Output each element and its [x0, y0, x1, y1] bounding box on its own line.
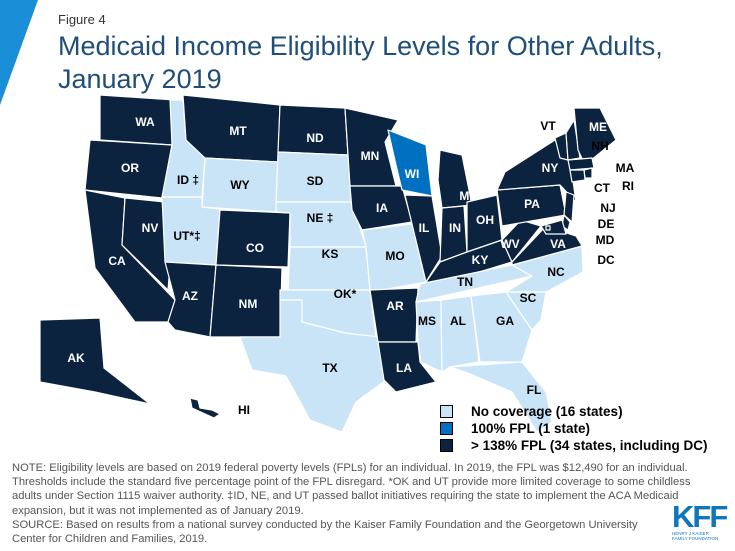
state-wi [387, 129, 433, 197]
state-label-pa: PA [524, 197, 540, 211]
state-label-ak: AK [67, 351, 85, 365]
state-label-nd: ND [306, 131, 324, 145]
legend-label: 100% FPL (1 state) [471, 421, 591, 436]
state-label-nm: NM [239, 297, 258, 311]
state-label-va: VA [550, 237, 566, 251]
state-label-ga: GA [496, 314, 514, 328]
state-label-wa: WA [135, 115, 155, 129]
state-label-wy: WY [230, 178, 249, 192]
state-label-mt: MT [229, 124, 247, 138]
state-label-ok: OK* [334, 287, 357, 301]
state-ar [369, 287, 419, 343]
state-label-vt: VT [540, 119, 556, 133]
figure-label: Figure 4 [58, 12, 106, 27]
state-nj [563, 191, 575, 223]
state-label-sc: SC [520, 291, 537, 305]
state-ct [569, 169, 586, 183]
state-nd [277, 104, 349, 156]
source-text: SOURCE: Based on results from a national… [12, 518, 638, 546]
state-label-md: MD [596, 233, 615, 247]
state-label-nj: NJ [600, 201, 615, 215]
state-il [404, 194, 443, 283]
state-md [540, 219, 567, 235]
kff-logo: KFF HENRY J KAISER FAMILY FOUNDATION [672, 499, 728, 541]
state-tx [239, 299, 387, 433]
state-label-mo: MO [385, 249, 404, 263]
state-label-sd: SD [307, 174, 324, 188]
state-ma [567, 157, 595, 171]
state-label-oh: OH [476, 213, 494, 227]
state-label-dc: DC [597, 253, 615, 267]
state-label-or: OR [121, 161, 139, 175]
state-label-ny: NY [542, 161, 559, 175]
state-me [573, 107, 617, 166]
state-label-fl: FL [527, 383, 542, 397]
legend-label: > 138% FPL (34 states, including DC) [471, 438, 708, 453]
state-label-nv: NV [142, 221, 159, 235]
state-label-ri: RI [622, 179, 634, 193]
state-label-ca: CA [108, 254, 126, 268]
corner-accent [0, 0, 38, 105]
state-label-wv: WV [500, 237, 519, 251]
state-label-ky: KY [472, 253, 489, 267]
state-ga [470, 291, 533, 363]
state-co [215, 209, 291, 268]
state-label-wi: WI [405, 167, 420, 181]
state-ia [349, 185, 413, 231]
state-label-az: AZ [182, 289, 198, 303]
state-nh [565, 119, 581, 161]
state-label-tn: TN [457, 275, 473, 289]
state-label-la: LA [396, 361, 412, 375]
state-ak [39, 317, 151, 405]
legend-item: 100% FPL (1 state) [440, 420, 707, 437]
state-label-co: CO [246, 241, 264, 255]
logo-subtitle: HENRY J KAISER FAMILY FOUNDATION [672, 531, 719, 541]
legend-label: No coverage (16 states) [471, 404, 623, 419]
legend-item: No coverage (16 states) [440, 403, 707, 420]
legend-item: > 138% FPL (34 states, including DC) [440, 437, 707, 454]
state-label-ms: MS [418, 314, 436, 328]
legend-swatch [440, 405, 453, 418]
state-label-ar: AR [386, 299, 404, 313]
state-al [440, 295, 480, 373]
state-label-mn: MN [361, 149, 380, 163]
state-label-ma: MA [616, 161, 635, 175]
state-mn [344, 107, 399, 187]
state-label-id: ID ‡ [177, 173, 199, 187]
note-text: NOTE: Eligibility levels are based on 20… [12, 462, 691, 517]
state-label-ks: KS [322, 247, 339, 261]
state-label-in: IN [449, 221, 461, 235]
legend-swatch [440, 422, 453, 435]
state-label-nc: NC [547, 265, 565, 279]
state-label-me: ME [589, 120, 607, 134]
state-ms [415, 299, 443, 373]
state-label-de: DE [598, 217, 615, 231]
state-dc [545, 225, 551, 231]
state-label-ct: CT [594, 181, 611, 195]
state-label-ne: NE ‡ [307, 211, 334, 225]
state-label-nh: NH [591, 139, 608, 153]
state-va [511, 225, 583, 266]
state-label-il: IL [419, 221, 430, 235]
state-hi [189, 397, 221, 419]
state-label-tx: TX [322, 361, 337, 375]
state-nv [121, 197, 176, 291]
footnotes: NOTE: Eligibility levels are based on 20… [12, 461, 712, 546]
state-label-ut: UT*‡ [173, 229, 200, 243]
state-label-mi: MI [459, 189, 472, 203]
state-fl [449, 361, 553, 433]
state-label-hi: HI [238, 403, 250, 417]
state-label-al: AL [450, 314, 466, 328]
logo-mark: KFF [672, 499, 728, 534]
legend-swatch [440, 439, 453, 452]
page-title: Medicaid Income Eligibility Levels for O… [58, 31, 663, 94]
legend: No coverage (16 states) 100% FPL (1 stat… [440, 403, 707, 454]
state-label-ia: IA [376, 201, 388, 215]
